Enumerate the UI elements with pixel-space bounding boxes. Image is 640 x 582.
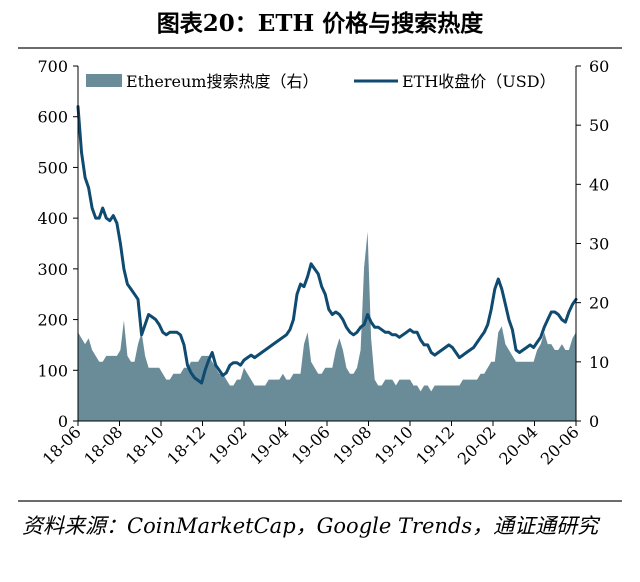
left-tick-label: 600 (37, 108, 68, 127)
left-tick-label: 300 (37, 260, 68, 279)
x-tick-label: 19-06 (288, 422, 334, 468)
bottom-rule (18, 500, 622, 502)
right-tick-label: 60 (589, 57, 609, 76)
chart-title: 图表20：ETH 价格与搜索热度 (156, 10, 484, 37)
x-tick-label: 19-02 (205, 422, 251, 468)
x-tick-label: 18-10 (122, 422, 168, 468)
x-tick-label: 18-08 (80, 422, 126, 468)
legend: Ethereum搜索热度（右） ETH收盘价（USD） (86, 72, 556, 91)
right-tick-label: 10 (589, 353, 609, 372)
left-tick-label: 700 (37, 57, 68, 76)
eth-price-line-layer (76, 105, 578, 385)
legend-swatch-search-heat (86, 74, 122, 87)
eth-price-line (76, 105, 578, 385)
top-rule (18, 47, 622, 49)
x-tick-label: 20-06 (537, 422, 583, 468)
left-tick-label: 200 (37, 311, 68, 330)
right-tick-label: 30 (589, 235, 609, 254)
left-tick-label: 100 (37, 361, 68, 380)
right-tick-label: 40 (589, 175, 609, 194)
x-tick-label: 19-10 (371, 422, 417, 468)
left-tick-label: 500 (37, 158, 68, 177)
legend-label-search-heat: Ethereum搜索热度（右） (126, 72, 318, 91)
x-tick-label: 19-12 (412, 422, 458, 468)
x-tick-label: 19-04 (246, 422, 292, 468)
x-tick-label: 20-02 (454, 422, 500, 468)
search-heat-area-layer (78, 231, 576, 421)
search-heat-area (78, 231, 576, 421)
right-tick-label: 50 (589, 116, 609, 135)
x-tick-label: 19-08 (329, 422, 375, 468)
source-note: 资料来源：CoinMarketCap，Google Trends，通证通研究 (22, 514, 599, 538)
x-tick-label: 20-04 (495, 422, 541, 468)
legend-label-eth-price: ETH收盘价（USD） (402, 72, 556, 91)
right-tick-label: 20 (589, 294, 609, 313)
right-tick-label: 0 (589, 412, 599, 431)
left-tick-label: 400 (37, 209, 68, 228)
x-tick-label: 18-12 (163, 422, 209, 468)
left-tick-label: 0 (58, 412, 68, 431)
eth-price-search-chart: 0100200300400500600700010203040506018-06… (37, 57, 609, 468)
